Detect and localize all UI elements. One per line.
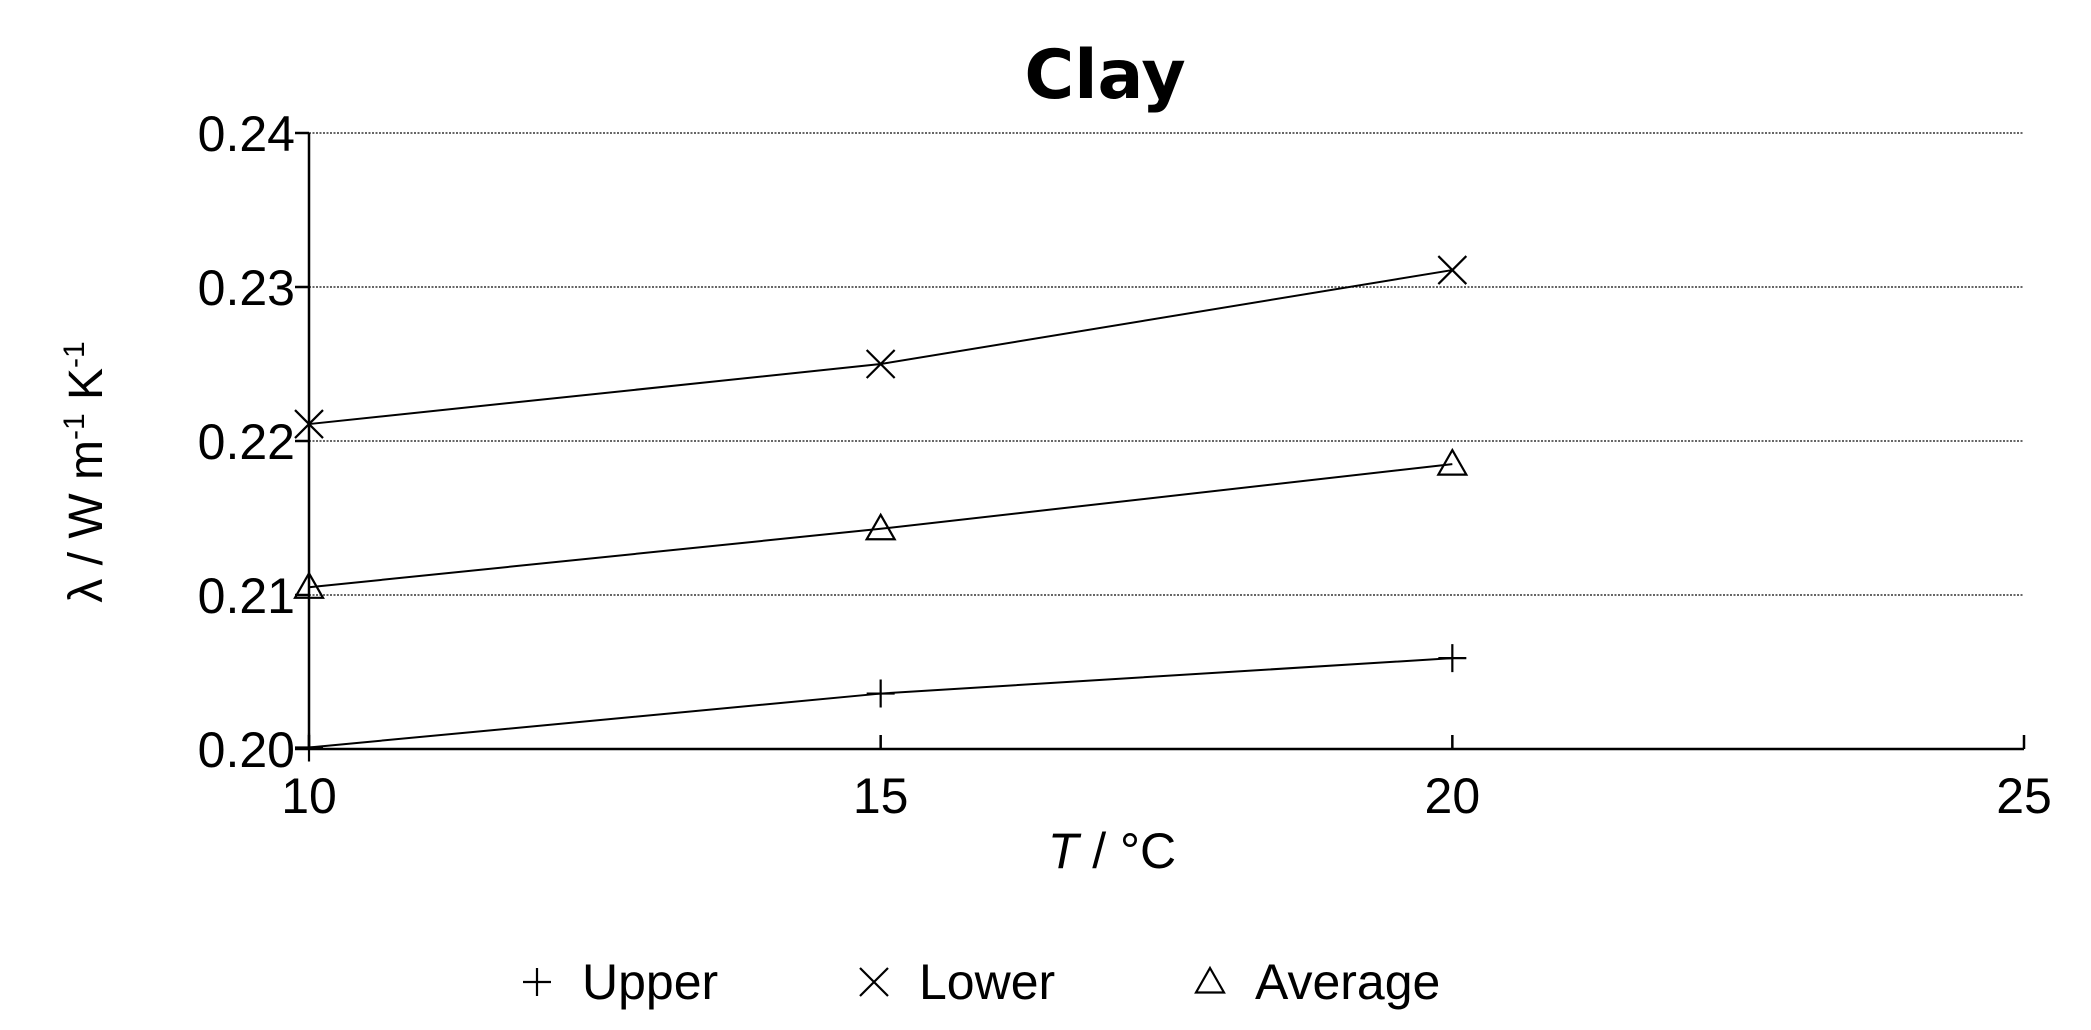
x-axis-label: T / °C — [1048, 823, 1176, 879]
data-point-average — [293, 571, 325, 599]
chart-title: Clay — [1024, 36, 1185, 115]
legend-label-upper: Upper — [582, 954, 718, 1010]
data-point-upper — [866, 679, 895, 708]
legend-item-average: Average — [1194, 954, 1440, 1010]
y-axis-label-exp1: -1 — [58, 413, 91, 440]
legend-label-average: Average — [1255, 954, 1440, 1010]
y-axis-label-unit: K — [60, 368, 113, 413]
x-tick-label: 20 — [1425, 768, 1481, 824]
y-tick-label: 0.20 — [198, 722, 295, 778]
y-axis-label-exp2: -1 — [58, 341, 91, 368]
legend-label-lower: Lower — [919, 954, 1055, 1010]
series-line-lower — [308, 269, 1453, 426]
series-layer — [293, 255, 1469, 762]
legend-marker-lower — [859, 967, 889, 997]
data-point-lower — [1437, 255, 1468, 285]
legend-item-upper: Upper — [523, 954, 718, 1010]
y-tick-label: 0.24 — [198, 106, 295, 162]
x-tick-label: 15 — [853, 768, 909, 824]
legend: Upper Lower Average — [523, 954, 1440, 1010]
axes — [295, 131, 2026, 751]
y-axis-label: λ / W m-1 K-1 — [58, 341, 113, 602]
x-axis-variable: T — [1048, 823, 1082, 879]
y-tick-labels: 0.20 0.21 0.22 0.23 0.24 — [198, 106, 295, 778]
y-tick-label: 0.22 — [198, 414, 295, 470]
y-tick-label: 0.23 — [198, 260, 295, 316]
data-point-average — [1436, 447, 1469, 476]
gridlines — [309, 132, 2024, 596]
x-axis-unit: / °C — [1078, 823, 1176, 879]
data-point-lower — [865, 349, 896, 379]
legend-marker-upper — [523, 968, 551, 996]
data-point-average — [864, 512, 897, 541]
data-point-lower — [294, 409, 324, 439]
legend-item-lower: Lower — [859, 954, 1055, 1010]
y-axis-label-main: λ / W m — [60, 440, 113, 603]
x-tick-labels: 10 15 20 25 — [281, 768, 2052, 824]
data-point-upper — [295, 733, 323, 762]
series-line-average — [308, 463, 1453, 589]
legend-marker-average — [1194, 965, 1226, 994]
y-tick-label: 0.21 — [198, 568, 295, 624]
x-tick-label: 25 — [1996, 768, 2052, 824]
x-tick-label: 10 — [281, 768, 337, 824]
data-point-upper — [1438, 644, 1467, 673]
